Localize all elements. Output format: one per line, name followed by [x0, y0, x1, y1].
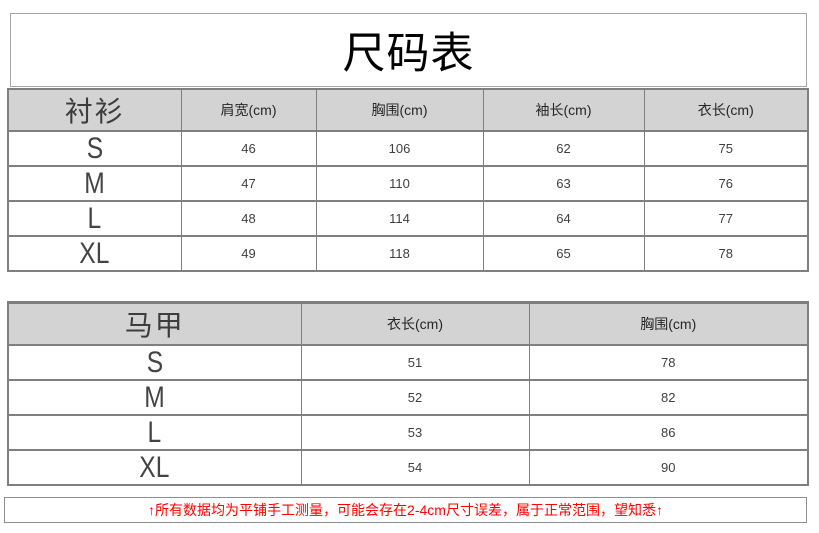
- measurement-value: 47: [180, 165, 317, 202]
- measurement-value: 51: [300, 344, 530, 381]
- table-row: L 53 86: [7, 414, 809, 451]
- table-row: M 52 82: [7, 379, 809, 416]
- vest-category-label: 马甲: [7, 302, 302, 346]
- table-row: M 47 110 63 76: [7, 165, 809, 202]
- measurement-value: 49: [180, 235, 317, 272]
- measurement-value: 106: [315, 130, 484, 167]
- measurement-value: 64: [482, 200, 645, 237]
- size-label-cell: L: [7, 200, 182, 237]
- measurement-note: ↑所有数据均为平铺手工测量，可能会存在2-4cm尺寸误差，属于正常范围，望知悉↑: [148, 502, 663, 518]
- shirt-column-header-length: 衣长(cm): [643, 88, 809, 132]
- size-label-cell: M: [7, 379, 302, 416]
- size-label-cell: XL: [7, 449, 302, 486]
- table-row: S 51 78: [7, 344, 809, 381]
- measurement-note-box: ↑所有数据均为平铺手工测量，可能会存在2-4cm尺寸误差，属于正常范围，望知悉↑: [4, 497, 807, 523]
- size-label-cell: L: [7, 414, 302, 451]
- measurement-value: 77: [643, 200, 809, 237]
- shirt-size-table: 衬衫 肩宽(cm) 胸围(cm) 袖长(cm) 衣长(cm) S 46 106 …: [7, 88, 809, 272]
- size-label-cell: S: [7, 344, 302, 381]
- measurement-value: 110: [315, 165, 484, 202]
- size-label: L: [147, 415, 162, 449]
- vest-column-header-chest: 胸围(cm): [528, 302, 809, 346]
- measurement-value: 63: [482, 165, 645, 202]
- measurement-value: 114: [315, 200, 484, 237]
- measurement-value: 78: [528, 344, 809, 381]
- size-label: M: [84, 166, 106, 200]
- size-label: M: [144, 380, 166, 414]
- vest-column-header-length: 衣长(cm): [300, 302, 530, 346]
- size-label: XL: [139, 450, 170, 484]
- page-title: 尺码表: [342, 31, 475, 78]
- vest-size-table: 马甲 衣长(cm) 胸围(cm) S 51 78 M 52 82 L 53 86…: [7, 301, 809, 486]
- shirt-category-label: 衬衫: [7, 88, 182, 132]
- table-row: S 46 106 62 75: [7, 130, 809, 167]
- shirt-column-header-chest: 胸围(cm): [315, 88, 484, 132]
- measurement-value: 65: [482, 235, 645, 272]
- shirt-header-row: 衬衫 肩宽(cm) 胸围(cm) 袖长(cm) 衣长(cm): [7, 88, 809, 132]
- measurement-value: 48: [180, 200, 317, 237]
- measurement-value: 76: [643, 165, 809, 202]
- shirt-column-header-sleeve: 袖长(cm): [482, 88, 645, 132]
- size-label-cell: M: [7, 165, 182, 202]
- size-label: S: [146, 345, 163, 379]
- table-row: XL 54 90: [7, 449, 809, 486]
- measurement-value: 118: [315, 235, 484, 272]
- measurement-value: 62: [482, 130, 645, 167]
- size-label: S: [86, 131, 103, 165]
- measurement-value: 53: [300, 414, 530, 451]
- measurement-value: 54: [300, 449, 530, 486]
- measurement-value: 82: [528, 379, 809, 416]
- title-box: 尺码表: [10, 13, 807, 87]
- table-row: XL 49 118 65 78: [7, 235, 809, 272]
- measurement-value: 78: [643, 235, 809, 272]
- vest-header-row: 马甲 衣长(cm) 胸围(cm): [7, 302, 809, 346]
- measurement-value: 52: [300, 379, 530, 416]
- shirt-column-header-shoulder: 肩宽(cm): [180, 88, 317, 132]
- table-row: L 48 114 64 77: [7, 200, 809, 237]
- measurement-value: 75: [643, 130, 809, 167]
- size-label: XL: [79, 236, 110, 270]
- measurement-value: 46: [180, 130, 317, 167]
- size-label: L: [87, 201, 102, 235]
- measurement-value: 86: [528, 414, 809, 451]
- size-label-cell: S: [7, 130, 182, 167]
- measurement-value: 90: [528, 449, 809, 486]
- size-label-cell: XL: [7, 235, 182, 272]
